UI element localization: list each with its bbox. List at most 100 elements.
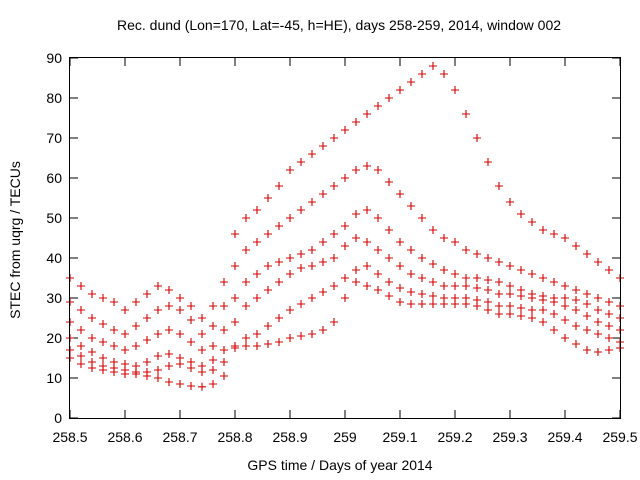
data-point-second-arc <box>308 294 316 302</box>
data-point-fourth-arc <box>165 326 173 334</box>
data-point-second-arc <box>242 334 250 342</box>
data-point-sixth-arc <box>143 290 151 298</box>
data-point-sixth-arc <box>517 210 525 218</box>
data-point-fifth-arc <box>495 258 503 266</box>
data-point-third-arc <box>88 348 96 356</box>
data-point-fourth-arc <box>198 346 206 354</box>
data-point-fifth-arc <box>462 246 470 254</box>
data-point-low-arc <box>220 372 228 380</box>
data-point-fourth-arc <box>396 238 404 246</box>
data-point-sixth-arc <box>528 218 536 226</box>
data-point-fourth-arc <box>231 294 239 302</box>
data-point-low-arc <box>495 310 503 318</box>
data-point-third-arc <box>110 358 118 366</box>
data-point-third-arc <box>121 360 129 368</box>
data-point-second-arc <box>517 304 525 312</box>
data-point-sixth-arc <box>99 294 107 302</box>
data-point-third-arc <box>231 318 239 326</box>
data-point-third-arc <box>220 346 228 354</box>
data-point-fourth-arc <box>176 330 184 338</box>
data-point-second-arc <box>99 362 107 370</box>
y-tick-label: 50 <box>46 210 62 226</box>
data-point-sixth-arc <box>440 70 448 78</box>
data-point-sixth-arc <box>473 134 481 142</box>
x-ticks: 258.5 258.6 258.7 258.8 258.9 259 259.1 259.2 25… <box>52 58 638 445</box>
data-point-fourth-arc <box>154 330 162 338</box>
data-point-fifth-arc <box>308 198 316 206</box>
data-point-sixth-arc <box>572 242 580 250</box>
data-point-fifth-arc <box>451 238 459 246</box>
data-point-second-arc <box>319 288 327 296</box>
data-point-fourth-arc <box>341 222 349 230</box>
data-point-second-arc <box>583 326 591 334</box>
data-point-sixth-arc <box>176 294 184 302</box>
data-point-fourth-arc <box>319 238 327 246</box>
data-point-fifth-arc <box>187 316 195 324</box>
data-point-fourth-arc <box>594 306 602 314</box>
y-ticks: 0 10 20 30 40 50 60 70 80 90 <box>46 50 620 426</box>
data-point-fifth-arc <box>528 270 536 278</box>
data-point-fourth-arc <box>187 338 195 346</box>
data-point-low-arc <box>176 380 184 388</box>
data-point-fifth-arc <box>517 266 525 274</box>
data-point-fourth-arc <box>121 346 129 354</box>
data-point-sixth-arc <box>605 266 613 274</box>
data-point-low-arc <box>539 318 547 326</box>
data-point-fourth-arc <box>132 342 140 350</box>
data-point-third-arc <box>385 254 393 262</box>
x-tick-label: 258.6 <box>107 429 142 445</box>
data-point-fourth-arc <box>517 286 525 294</box>
data-point-third-arc <box>484 286 492 294</box>
data-point-fifth-arc <box>99 320 107 328</box>
data-point-sixth-arc <box>352 118 360 126</box>
data-point-fifth-arc <box>264 230 272 238</box>
y-tick-label: 80 <box>46 90 62 106</box>
data-point-third-arc <box>451 282 459 290</box>
x-tick-label: 259 <box>333 429 357 445</box>
data-point-sixth-arc <box>319 142 327 150</box>
data-point-third-arc <box>605 322 613 330</box>
data-point-low-arc <box>154 374 162 382</box>
data-point-second-arc <box>572 322 580 330</box>
data-point-third-arc <box>275 278 283 286</box>
data-point-sixth-arc <box>418 70 426 78</box>
data-point-third-arc <box>572 306 580 314</box>
data-point-low-arc <box>407 300 415 308</box>
data-point-third-arc <box>363 238 371 246</box>
data-point-third-arc <box>396 262 404 270</box>
data-point-second-arc <box>396 284 404 292</box>
data-point-low-arc <box>352 278 360 286</box>
data-point-low-arc <box>363 282 371 290</box>
data-point-fourth-arc <box>495 278 503 286</box>
data-point-fifth-arc <box>572 286 580 294</box>
data-point-second-arc <box>341 274 349 282</box>
data-point-fifth-arc <box>143 314 151 322</box>
data-point-fifth-arc <box>484 254 492 262</box>
data-point-low-arc <box>572 340 580 348</box>
data-point-fifth-arc <box>418 214 426 222</box>
data-point-low-arc <box>341 294 349 302</box>
data-point-fifth-arc <box>550 278 558 286</box>
data-point-fifth-arc <box>341 174 349 182</box>
data-point-fifth-arc <box>319 190 327 198</box>
data-point-sixth-arc <box>561 234 569 242</box>
data-point-fifth-arc <box>594 294 602 302</box>
data-point-low-arc <box>418 300 426 308</box>
data-point-low-arc <box>506 310 514 318</box>
data-point-third-arc <box>594 318 602 326</box>
y-tick-label: 60 <box>46 170 62 186</box>
data-point-fifth-arc <box>561 282 569 290</box>
data-point-low-arc <box>561 334 569 342</box>
data-point-fifth-arc <box>253 238 261 246</box>
data-point-fourth-arc <box>550 294 558 302</box>
data-point-sixth-arc <box>264 194 272 202</box>
data-point-fourth-arc <box>484 276 492 284</box>
data-point-second-arc <box>473 296 481 304</box>
data-point-fourth-arc <box>253 270 261 278</box>
data-point-third-arc <box>308 262 316 270</box>
data-point-sixth-arc <box>594 258 602 266</box>
data-point-second-arc <box>418 290 426 298</box>
data-point-third-arc <box>253 294 261 302</box>
data-point-low-arc <box>187 382 195 390</box>
x-tick-label: 258.8 <box>217 429 252 445</box>
